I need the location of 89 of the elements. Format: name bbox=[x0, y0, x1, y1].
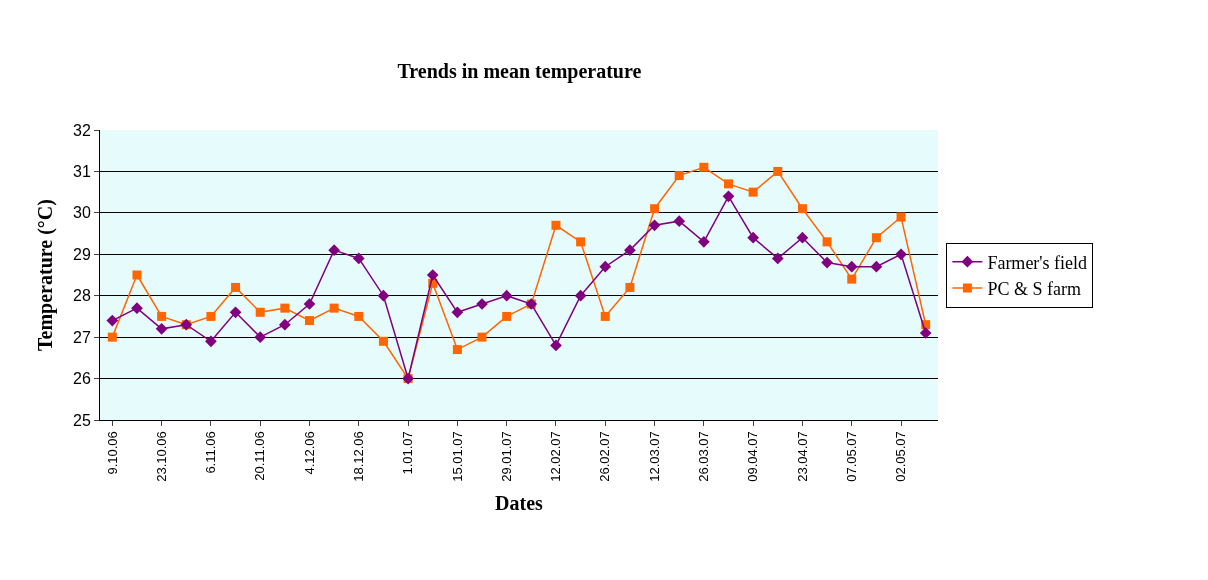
point bbox=[796, 231, 809, 244]
point bbox=[500, 289, 513, 302]
point bbox=[426, 269, 439, 281]
point bbox=[352, 252, 365, 265]
y-tick-label: 25 bbox=[73, 411, 91, 429]
point bbox=[845, 260, 858, 273]
point bbox=[648, 219, 661, 232]
y-axis-title: Temperature (°C) bbox=[33, 199, 57, 351]
x-tick-label: 29.01.07 bbox=[498, 431, 514, 482]
x-tick-label: 23.04.07 bbox=[794, 431, 810, 482]
point bbox=[329, 303, 339, 313]
point bbox=[155, 323, 168, 335]
point bbox=[132, 270, 142, 280]
x-tick-label: 07.05.07 bbox=[843, 431, 859, 482]
x-axis-title: Dates bbox=[495, 492, 544, 515]
point bbox=[305, 316, 314, 326]
point bbox=[722, 190, 735, 203]
point bbox=[650, 204, 660, 214]
point bbox=[896, 212, 906, 222]
chart-title: Trends in mean temperature bbox=[397, 59, 642, 83]
point bbox=[724, 179, 733, 189]
point bbox=[477, 332, 487, 342]
point bbox=[797, 204, 807, 214]
point bbox=[328, 244, 340, 256]
point bbox=[870, 260, 883, 273]
point bbox=[574, 289, 587, 302]
point bbox=[771, 252, 784, 265]
x-tick-label: 09.04.07 bbox=[745, 431, 761, 482]
x-tick-label: 6.11.06 bbox=[203, 431, 219, 474]
point bbox=[254, 331, 267, 343]
point bbox=[895, 248, 907, 261]
y-tick-label: 26 bbox=[73, 370, 91, 388]
point bbox=[106, 314, 119, 327]
point bbox=[773, 166, 783, 176]
point bbox=[303, 298, 316, 310]
point bbox=[599, 260, 612, 273]
x-tick-label: 4.12.06 bbox=[301, 431, 317, 475]
point bbox=[378, 336, 388, 346]
y-tick-label: 28 bbox=[73, 287, 91, 305]
legend-label: PC & S farm bbox=[987, 279, 1081, 300]
point bbox=[747, 231, 759, 244]
y-tick-label: 29 bbox=[73, 245, 91, 263]
point bbox=[255, 307, 265, 317]
point bbox=[377, 289, 390, 302]
legend-label: Farmer's field bbox=[987, 252, 1088, 273]
x-tick-label: 15.01.07 bbox=[449, 431, 465, 482]
y-tick-label: 31 bbox=[73, 163, 91, 181]
point bbox=[822, 237, 832, 247]
x-tick-label: 20.11.06 bbox=[252, 431, 268, 481]
point bbox=[280, 303, 290, 313]
point bbox=[847, 274, 857, 284]
y-tick-label: 27 bbox=[73, 328, 91, 346]
x-tick-label: 26.02.07 bbox=[597, 431, 613, 482]
point bbox=[502, 311, 512, 321]
x-tick-label: 23.10.06 bbox=[153, 431, 169, 482]
point bbox=[107, 332, 117, 342]
point bbox=[673, 215, 686, 227]
point bbox=[354, 311, 364, 321]
x-tick-label: 12.02.07 bbox=[548, 431, 564, 482]
y-tick-label: 30 bbox=[73, 204, 91, 222]
point bbox=[871, 233, 881, 243]
x-tick-label: 9.10.06 bbox=[104, 431, 120, 475]
point bbox=[919, 327, 932, 339]
point bbox=[551, 220, 561, 230]
point bbox=[698, 236, 710, 248]
point bbox=[229, 306, 242, 319]
point bbox=[550, 339, 562, 352]
point bbox=[821, 256, 833, 269]
point bbox=[157, 311, 167, 321]
point bbox=[625, 282, 635, 292]
point bbox=[231, 282, 241, 292]
point bbox=[279, 318, 291, 331]
y-tick-label: 32 bbox=[73, 121, 91, 139]
x-tick-label: 02.05.07 bbox=[893, 431, 909, 482]
point bbox=[699, 162, 709, 172]
x-tick-label: 26.03.07 bbox=[696, 431, 712, 482]
x-tick-label: 12.03.07 bbox=[646, 431, 662, 482]
point bbox=[452, 345, 462, 355]
point bbox=[674, 171, 684, 181]
point bbox=[206, 311, 216, 321]
x-tick-label: 18.12.06 bbox=[351, 431, 367, 482]
point bbox=[576, 237, 586, 247]
x-tick-label: 1.01.07 bbox=[400, 431, 416, 475]
point bbox=[748, 187, 758, 197]
point bbox=[624, 244, 636, 256]
point bbox=[205, 335, 217, 348]
point bbox=[451, 306, 464, 319]
point bbox=[131, 302, 143, 314]
point bbox=[600, 311, 610, 321]
